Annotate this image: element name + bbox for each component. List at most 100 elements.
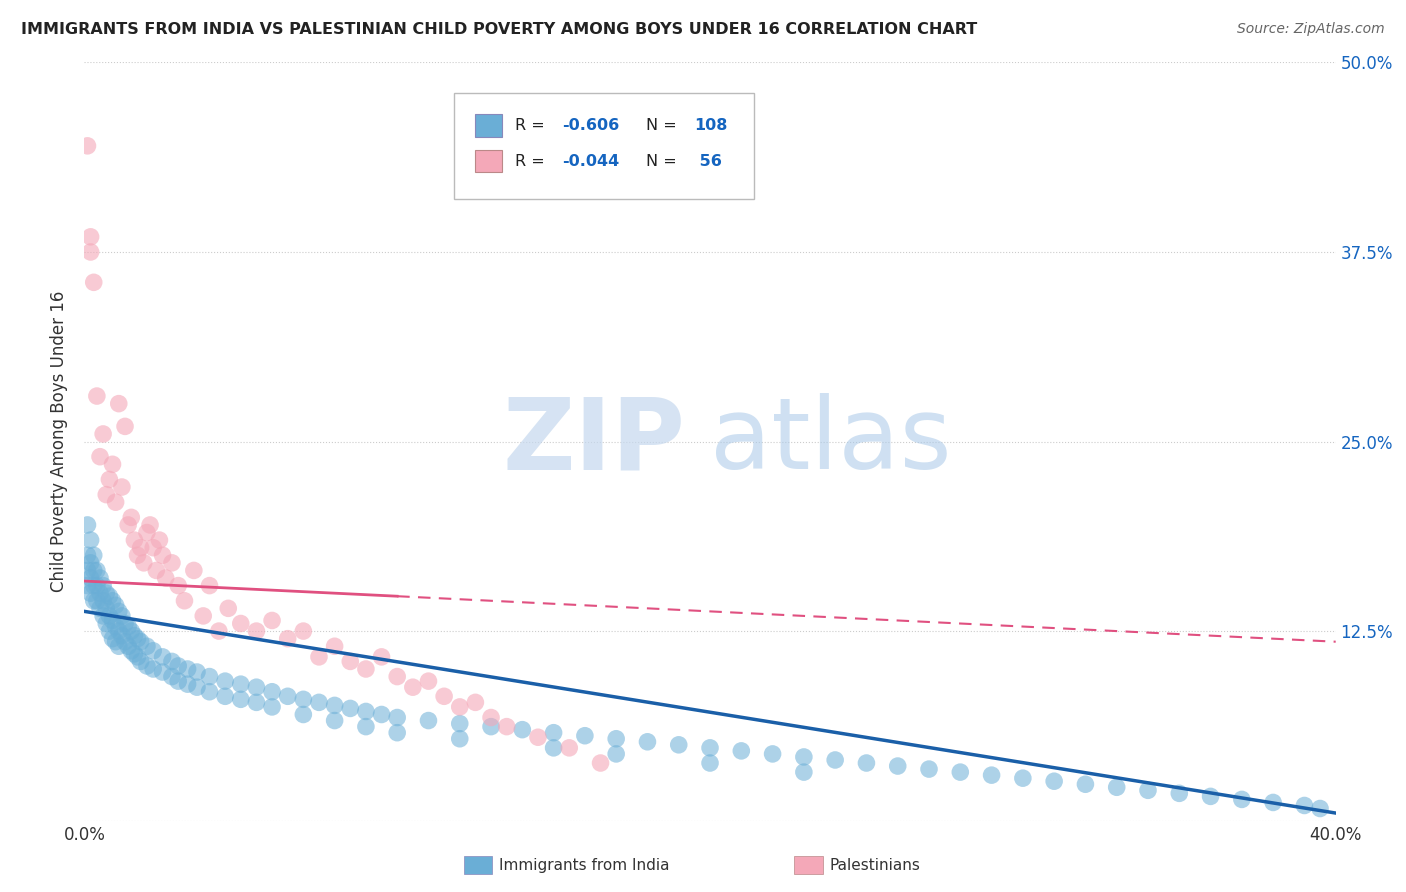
Point — [385, 669, 409, 683]
Point — [155, 571, 177, 585]
Text: IMMIGRANTS FROM INDIA VS PALESTINIAN CHILD POVERTY AMONG BOYS UNDER 16 CORRELATI: IMMIGRANTS FROM INDIA VS PALESTINIAN CHI… — [21, 22, 977, 37]
Point — [98, 589, 121, 603]
Point — [339, 701, 361, 715]
Point — [104, 599, 127, 613]
Point — [79, 556, 101, 570]
Point — [464, 695, 486, 709]
Point — [245, 680, 267, 694]
Point — [91, 608, 114, 623]
Point — [186, 680, 208, 694]
Point — [208, 624, 231, 639]
Point — [262, 685, 284, 699]
Point — [96, 601, 118, 615]
Point — [76, 548, 98, 563]
FancyBboxPatch shape — [454, 93, 754, 199]
Text: R =: R = — [515, 153, 550, 169]
Point — [1263, 796, 1285, 810]
Point — [824, 753, 846, 767]
Point — [1012, 771, 1035, 785]
Point — [793, 750, 815, 764]
Point — [1105, 780, 1128, 795]
Point — [145, 564, 167, 578]
Point — [142, 662, 165, 676]
Point — [229, 677, 252, 691]
Point — [104, 619, 127, 633]
Point — [193, 608, 215, 623]
Point — [543, 725, 565, 739]
Point — [76, 579, 98, 593]
Point — [83, 275, 105, 289]
Point — [262, 614, 284, 628]
Point — [148, 533, 170, 548]
Point — [79, 229, 101, 244]
Point — [98, 624, 121, 639]
Point — [543, 740, 565, 755]
Point — [142, 644, 165, 658]
Point — [479, 720, 502, 734]
Point — [370, 707, 392, 722]
Point — [86, 564, 108, 578]
Point — [83, 564, 105, 578]
Point — [637, 735, 659, 749]
Point — [101, 632, 124, 646]
Point — [152, 548, 174, 563]
Point — [160, 669, 183, 683]
Point — [949, 765, 972, 780]
Point — [111, 629, 134, 643]
Point — [117, 517, 139, 532]
Point — [104, 634, 127, 648]
Point — [198, 685, 221, 699]
Point — [91, 427, 114, 442]
Point — [323, 639, 346, 653]
Point — [292, 692, 315, 706]
Text: N =: N = — [647, 153, 682, 169]
Point — [86, 594, 108, 608]
Point — [589, 756, 612, 770]
Point — [167, 674, 190, 689]
Point — [104, 495, 127, 509]
Point — [117, 619, 139, 633]
Text: Source: ZipAtlas.com: Source: ZipAtlas.com — [1237, 22, 1385, 37]
Point — [89, 450, 111, 464]
Point — [1168, 786, 1191, 800]
Point — [132, 556, 155, 570]
Point — [887, 759, 910, 773]
Point — [354, 662, 377, 676]
Point — [89, 586, 111, 600]
Point — [1230, 792, 1253, 806]
Point — [79, 571, 101, 585]
Point — [136, 639, 159, 653]
Point — [160, 655, 183, 669]
Point — [605, 747, 627, 761]
Point — [173, 594, 195, 608]
Text: Palestinians: Palestinians — [830, 858, 921, 872]
Point — [229, 616, 252, 631]
Point — [107, 396, 129, 410]
Text: R =: R = — [515, 118, 550, 133]
Point — [793, 765, 815, 780]
Point — [1136, 783, 1159, 797]
Point — [183, 564, 205, 578]
Point — [323, 698, 346, 713]
Point — [699, 740, 721, 755]
Point — [495, 720, 517, 734]
Point — [214, 690, 236, 704]
Point — [79, 244, 101, 259]
Point — [323, 714, 346, 728]
Point — [292, 707, 315, 722]
Text: -0.606: -0.606 — [562, 118, 620, 133]
Y-axis label: Child Poverty Among Boys Under 16: Child Poverty Among Boys Under 16 — [51, 291, 69, 592]
Point — [89, 601, 111, 615]
Point — [277, 690, 299, 704]
Point — [120, 510, 142, 524]
Point — [76, 517, 98, 532]
Point — [142, 541, 165, 555]
Point — [98, 608, 121, 623]
Point — [176, 677, 198, 691]
Point — [668, 738, 690, 752]
Point — [136, 659, 159, 673]
Point — [1043, 774, 1066, 789]
Point — [277, 632, 299, 646]
Point — [605, 731, 627, 746]
Point — [214, 674, 236, 689]
